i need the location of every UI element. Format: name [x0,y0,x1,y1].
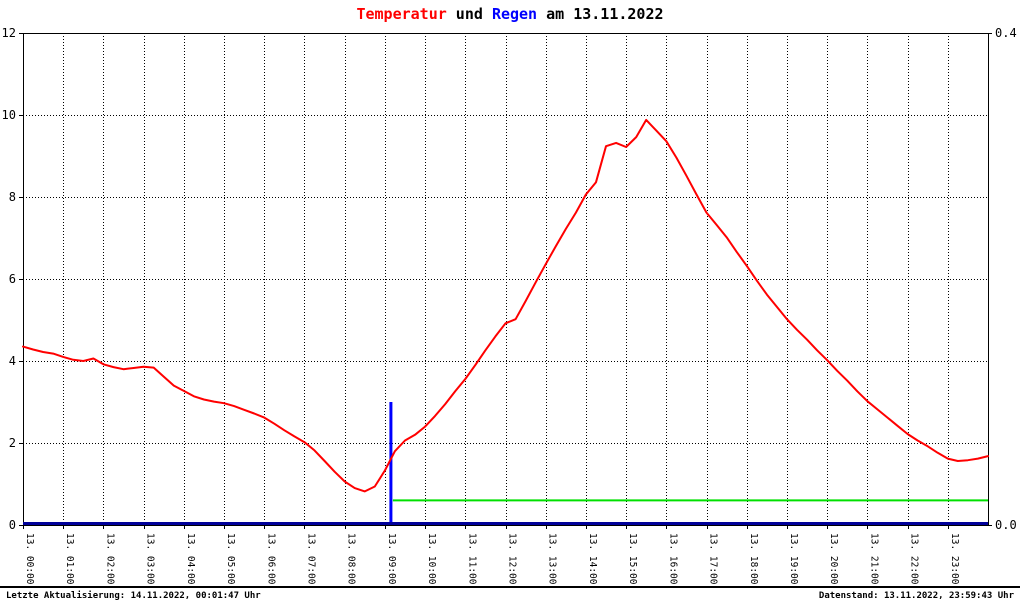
x-tick-label: 13. 18:00 [748,533,759,585]
y-left-tick-label: 10 [2,108,16,122]
x-tick-label: 13. 03:00 [145,533,156,585]
last-update-text: Letzte Aktualisierung: 14.11.2022, 00:01… [6,591,261,601]
x-tick-label: 13. 08:00 [346,533,357,585]
chart-title-und: und [446,5,492,23]
y-left-tick-label: 12 [2,26,16,40]
x-tick-label: 13. 04:00 [185,533,196,585]
x-tick-label: 13. 13:00 [547,533,558,585]
x-tick-label: 13. 05:00 [225,533,236,585]
x-tick-label: 13. 06:00 [265,533,276,585]
y-right-tick-label: 0.0 [995,518,1017,532]
x-tick-label: 13. 19:00 [788,533,799,585]
y-left-tick-label: 0 [9,518,16,532]
chart-title-regen: Regen [491,5,538,23]
x-tick-label: 13. 15:00 [627,533,638,585]
y-left-tick-label: 6 [9,272,16,286]
x-tick-label: 13. 16:00 [667,533,678,585]
x-tick-label: 13. 01:00 [64,533,75,585]
x-tick-label: 13. 17:00 [708,533,719,585]
x-tick-label: 13. 14:00 [587,533,598,585]
chart-title-temperatur: Temperatur [356,5,447,23]
chart-title-date: am 13.11.2022 [537,5,664,23]
chart-title: Temperatur und Regen am 13.11.2022 [0,5,1020,23]
x-tick-label: 13. 23:00 [949,533,960,585]
x-tick-label: 13. 00:00 [24,533,35,585]
data-state-text: Datenstand: 13.11.2022, 23:59:43 Uhr [818,591,1014,601]
x-tick-label: 13. 11:00 [466,533,477,585]
y-right-tick-label: 0.4 [995,26,1017,40]
temperature-line [22,118,989,493]
x-tick-label: 13. 10:00 [426,533,437,585]
x-tick-label: 13. 20:00 [828,533,839,585]
x-tick-label: 13. 02:00 [104,533,115,585]
x-tick-label: 13. 09:00 [386,533,397,585]
x-tick-label: 13. 21:00 [868,533,879,585]
footer-separator [0,586,1020,588]
x-tick-label: 13. 22:00 [909,533,920,585]
y-left-tick-label: 2 [9,436,16,450]
x-tick-label: 13. 12:00 [507,533,518,585]
x-tick-label: 13. 07:00 [306,533,317,585]
y-left-tick-label: 8 [9,190,16,204]
y-left-tick-label: 4 [9,354,16,368]
